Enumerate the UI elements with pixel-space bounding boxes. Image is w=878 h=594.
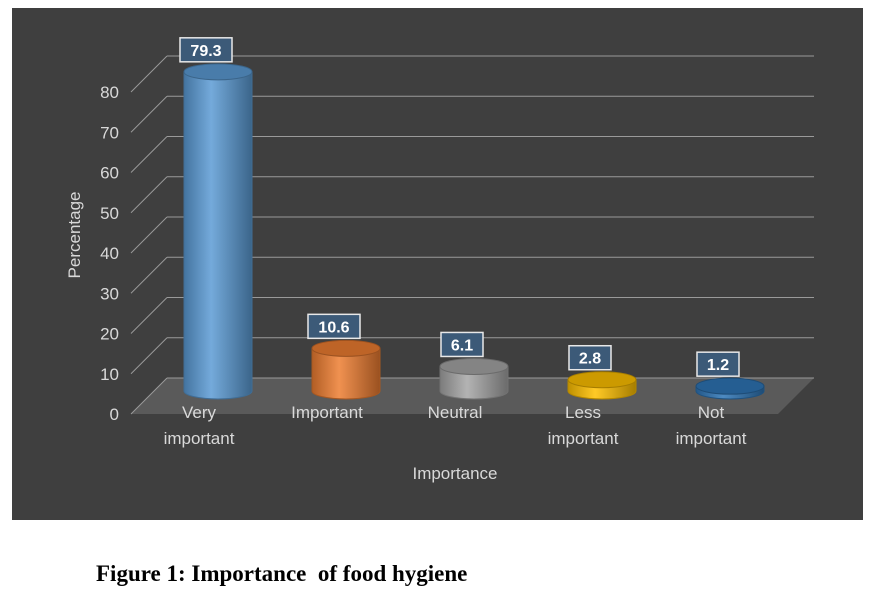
data-label: 10.6 <box>318 319 349 336</box>
x-tick-label: important <box>548 429 619 448</box>
data-label: 2.8 <box>579 351 601 368</box>
x-tick-label: important <box>164 429 235 448</box>
y-tick-label: 30 <box>100 284 119 303</box>
gridline-depth <box>130 377 168 415</box>
data-label: 79.3 <box>190 43 221 60</box>
x-tick-label: Important <box>291 403 363 422</box>
y-axis-title: Percentage <box>65 192 84 279</box>
x-tick-label: Neutral <box>428 403 483 422</box>
figure-caption: Figure 1: Importance of food hygiene <box>96 561 468 586</box>
bar <box>439 365 509 400</box>
data-label-box <box>696 351 740 377</box>
gridline-depth <box>130 95 168 133</box>
data-label-box <box>307 313 361 340</box>
bar-top <box>183 63 253 81</box>
gridline-depth <box>130 297 168 334</box>
y-tick-label: 0 <box>110 405 119 424</box>
data-label-box <box>440 331 484 358</box>
data-label-box <box>568 344 612 371</box>
bar-top <box>311 339 381 357</box>
bar-top <box>567 371 637 389</box>
bar-top <box>695 377 765 395</box>
y-tick-label: 60 <box>100 164 119 183</box>
y-tick-label: 40 <box>100 244 119 263</box>
gridline-depth <box>130 216 168 254</box>
y-tick-label: 80 <box>100 83 119 102</box>
y-tick-label: 10 <box>100 365 119 384</box>
x-tick-label: Less <box>565 403 601 422</box>
gridline-depth <box>130 136 168 173</box>
data-label: 6.1 <box>451 337 473 354</box>
data-label: 1.2 <box>707 357 729 374</box>
gridline-depth <box>130 176 168 214</box>
x-axis-title: Importance <box>412 464 497 483</box>
gridline-depth <box>130 337 168 375</box>
x-tick-label: important <box>676 429 747 448</box>
bar-chart: 0 10 20 30 40 50 60 70 80 79.3 Very important 10.6 Im… <box>65 37 814 483</box>
x-tick-label: Not <box>698 403 725 422</box>
bar-top <box>439 357 509 375</box>
y-tick-label: 70 <box>100 123 119 142</box>
y-tick-label: 20 <box>100 325 119 344</box>
chart-area: 0 10 20 30 40 50 60 70 80 79.3 Very important 10.6 Im… <box>12 8 863 520</box>
data-label-box <box>179 37 233 63</box>
y-tick-label: 50 <box>100 204 119 223</box>
bar <box>183 71 253 400</box>
bar <box>311 347 381 400</box>
x-tick-label: Very <box>182 403 217 422</box>
gridline-depth <box>130 55 168 93</box>
gridline-depth <box>130 256 168 294</box>
